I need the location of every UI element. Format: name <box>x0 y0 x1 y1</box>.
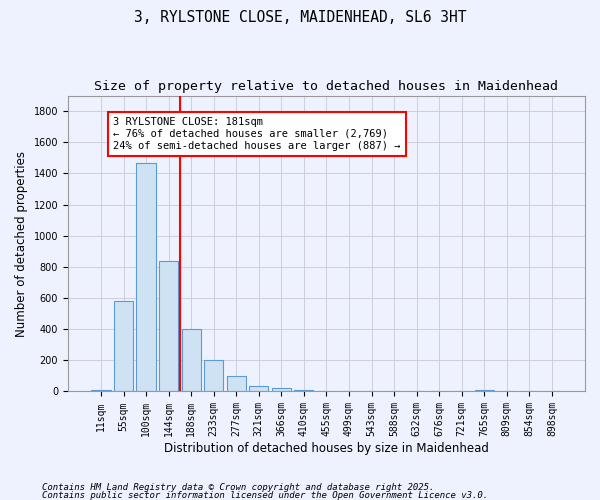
Text: 3, RYLSTONE CLOSE, MAIDENHEAD, SL6 3HT: 3, RYLSTONE CLOSE, MAIDENHEAD, SL6 3HT <box>134 10 466 25</box>
Bar <box>159 260 178 392</box>
Bar <box>227 376 246 392</box>
Bar <box>340 390 359 392</box>
Text: Contains HM Land Registry data © Crown copyright and database right 2025.: Contains HM Land Registry data © Crown c… <box>42 484 434 492</box>
Bar <box>136 162 155 392</box>
Y-axis label: Number of detached properties: Number of detached properties <box>15 150 28 336</box>
Bar <box>249 386 268 392</box>
Title: Size of property relative to detached houses in Maidenhead: Size of property relative to detached ho… <box>94 80 559 93</box>
Bar <box>295 390 313 392</box>
Text: Contains public sector information licensed under the Open Government Licence v3: Contains public sector information licen… <box>42 490 488 500</box>
X-axis label: Distribution of detached houses by size in Maidenhead: Distribution of detached houses by size … <box>164 442 489 455</box>
Bar <box>475 390 494 392</box>
Bar <box>204 360 223 392</box>
Bar <box>182 329 201 392</box>
Bar <box>114 301 133 392</box>
Bar <box>91 390 110 392</box>
Bar <box>317 390 336 392</box>
Bar <box>272 388 291 392</box>
Text: 3 RYLSTONE CLOSE: 181sqm
← 76% of detached houses are smaller (2,769)
24% of sem: 3 RYLSTONE CLOSE: 181sqm ← 76% of detach… <box>113 118 401 150</box>
